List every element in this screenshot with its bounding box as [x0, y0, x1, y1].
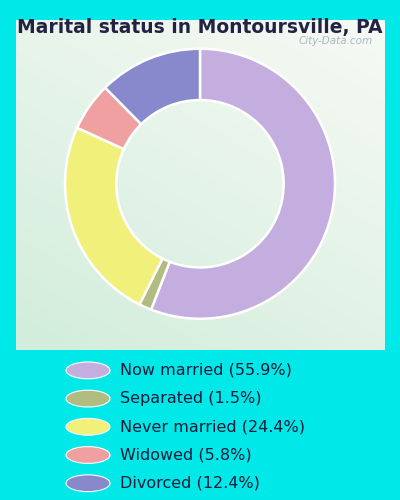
Text: City-Data.com: City-Data.com [299, 36, 373, 46]
Text: Widowed (5.8%): Widowed (5.8%) [120, 448, 252, 462]
Circle shape [66, 418, 110, 435]
Wedge shape [151, 49, 335, 318]
Text: Now married (55.9%): Now married (55.9%) [120, 363, 292, 378]
Circle shape [66, 390, 110, 407]
Text: Never married (24.4%): Never married (24.4%) [120, 420, 305, 434]
Wedge shape [105, 49, 200, 124]
Text: Marital status in Montoursville, PA: Marital status in Montoursville, PA [17, 18, 383, 37]
Circle shape [66, 362, 110, 379]
Wedge shape [77, 88, 141, 149]
Wedge shape [65, 128, 162, 304]
Circle shape [66, 446, 110, 464]
Text: Separated (1.5%): Separated (1.5%) [120, 391, 262, 406]
Text: Divorced (12.4%): Divorced (12.4%) [120, 476, 260, 490]
Circle shape [66, 475, 110, 492]
Wedge shape [140, 258, 170, 310]
